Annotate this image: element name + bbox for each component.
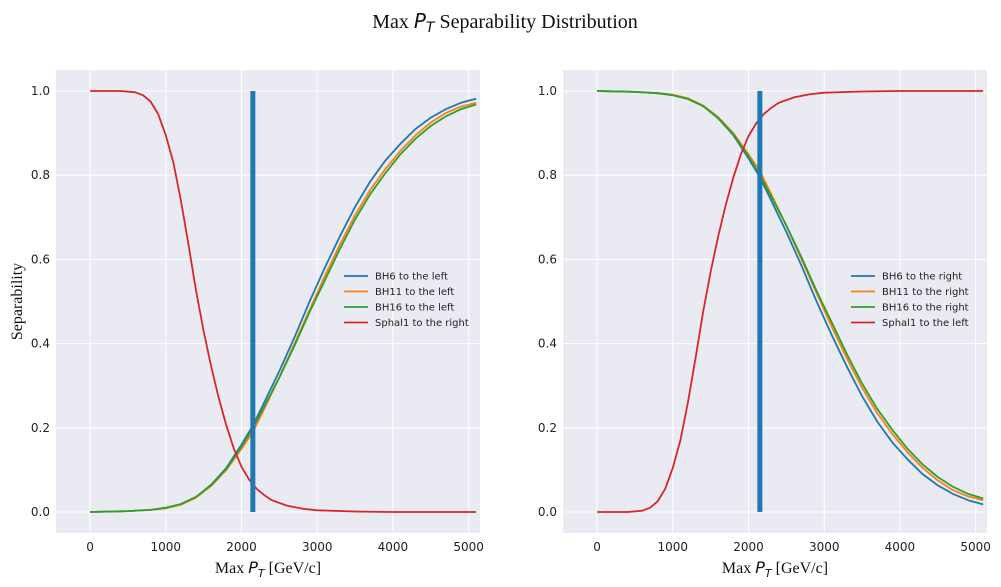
figure-title-suffix: Separability Distribution: [434, 11, 637, 33]
x-axis-label-var: P: [248, 558, 258, 577]
x-tick-label: 2000: [733, 540, 764, 554]
x-axis-label: Max PT [GeV/c]: [215, 558, 321, 580]
figure-title: Max PT Separability Distribution: [372, 9, 638, 36]
y-tick-label: 1.0: [538, 84, 557, 98]
x-tick-label: 5000: [453, 540, 484, 554]
x-tick-label: 0: [593, 540, 601, 554]
y-tick-label: 0.4: [31, 337, 50, 351]
figure-title-prefix: Max: [372, 11, 414, 33]
figure-title-sub: T: [426, 20, 436, 36]
y-tick-label: 0.6: [31, 252, 50, 266]
legend-entry: Sphal1 to the left: [882, 318, 969, 329]
x-tick-label: 5000: [960, 540, 991, 554]
series-line-sphal1: [597, 90, 984, 513]
x-tick-label: 3000: [302, 540, 333, 554]
x-axis-label-suffix: [GeV/c]: [772, 560, 828, 577]
y-tick-label: 1.0: [31, 84, 50, 98]
legend-entry: BH11 to the right: [882, 287, 969, 298]
y-tick-label: 0.2: [538, 421, 557, 435]
legend-entry: BH16 to the right: [882, 303, 969, 314]
series-line-sphal1: [90, 90, 477, 513]
series-line-bh16: [597, 90, 984, 500]
left-chart-panel: 0 1000 2000 3000 4000 5000 0.0 0.2 0.4 0.6 0.8 1.0 M…: [9, 70, 484, 580]
y-tick-label: 0.8: [31, 168, 50, 182]
x-axis-label-prefix: Max: [215, 560, 248, 577]
legend-entry: BH11 to the left: [375, 287, 454, 298]
y-tick-label: 0.4: [538, 337, 557, 351]
y-tick-label: 0.2: [31, 421, 50, 435]
plot-area: [56, 70, 480, 533]
x-tick-label: 3000: [809, 540, 840, 554]
x-axis-label-var: P: [755, 558, 765, 577]
y-axis-label: Separability: [9, 263, 26, 340]
series-line-bh16: [90, 103, 477, 513]
y-tick-label: 0.6: [538, 252, 557, 266]
legend: BH6 to the left BH11 to the left BH16 to t…: [344, 272, 469, 329]
y-tick-label: 0.8: [538, 168, 557, 182]
plot-area: [563, 70, 987, 533]
x-axis-label-sub: T: [765, 567, 773, 580]
figure-title-var: P: [414, 9, 427, 33]
y-tick-label: 0.0: [31, 505, 50, 519]
legend-entry: BH6 to the left: [375, 272, 448, 283]
x-axis-label-suffix: [GeV/c]: [265, 560, 321, 577]
right-chart-panel: 0 1000 2000 3000 4000 5000 0.0 0.2 0.4 0.6 0.8 1.0 M…: [538, 70, 991, 580]
legend-entry: BH6 to the right: [882, 272, 962, 283]
x-tick-label: 2000: [226, 540, 257, 554]
legend: BH6 to the right BH11 to the right BH16 to…: [851, 272, 969, 329]
legend-entry: BH16 to the left: [375, 303, 454, 314]
x-axis-label-prefix: Max: [722, 560, 755, 577]
x-axis-label-sub: T: [258, 567, 266, 580]
x-tick-label: 1000: [658, 540, 689, 554]
x-tick-label: 4000: [378, 540, 409, 554]
x-tick-label: 4000: [885, 540, 916, 554]
legend-entry: Sphal1 to the right: [375, 318, 469, 329]
x-tick-label: 1000: [151, 540, 182, 554]
y-tick-label: 0.0: [538, 505, 557, 519]
x-tick-label: 0: [86, 540, 94, 554]
x-axis-label: Max PT [GeV/c]: [722, 558, 828, 580]
